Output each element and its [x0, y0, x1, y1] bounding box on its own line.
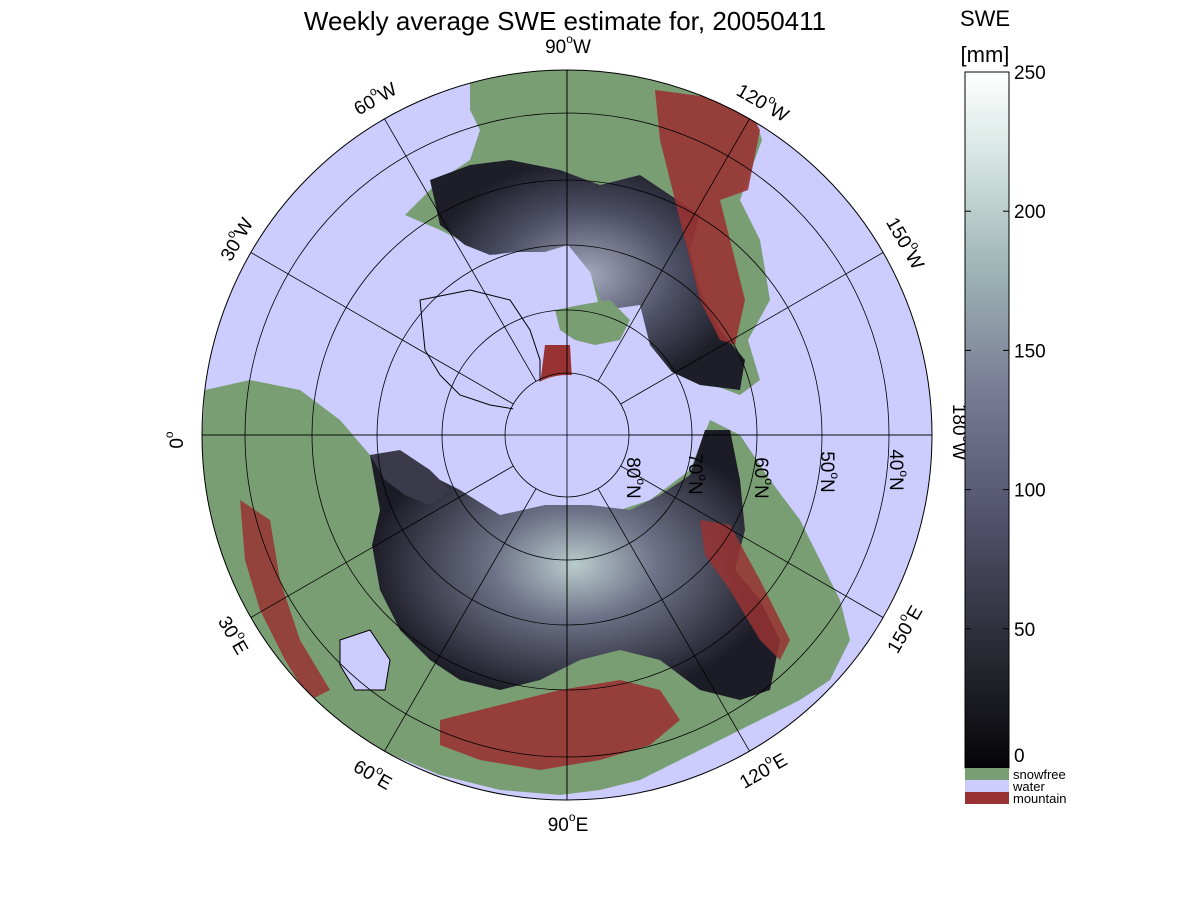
- polar-map: [202, 70, 932, 800]
- lon-30e-label: 30oE: [213, 611, 256, 659]
- north-america-mountains: [655, 90, 760, 345]
- eurasia-mountains-east: [700, 520, 790, 660]
- eurasia-mountains-west: [240, 500, 330, 700]
- lat-80n-label: 80oN: [622, 457, 648, 499]
- colorbar-gradient: [964, 71, 1010, 769]
- lon-60w-label: 60oW: [348, 75, 401, 120]
- lon-60e-label: 60oE: [349, 752, 397, 795]
- scandinavia-snow: [370, 450, 450, 505]
- longitude-line: [597, 488, 750, 752]
- north-america-snow: [430, 160, 745, 390]
- colorbar-title: SWE: [960, 6, 1010, 31]
- colorbar-tick-label: 250: [1014, 63, 1046, 84]
- colorbar-unit: [mm]: [961, 42, 1010, 67]
- longitude-line: [620, 465, 884, 618]
- canadian-archipelago: [555, 300, 630, 345]
- colorbar: SWE [mm] 0 50 100 150 200 250: [960, 6, 1046, 769]
- lat-60n-label: 60oN: [750, 457, 776, 499]
- lon-90w-label: 90oW: [545, 32, 591, 58]
- lat-50n-label: 50oN: [816, 451, 842, 493]
- legend-mountain-swatch: [965, 792, 1009, 804]
- lat-70n-label: 70oN: [684, 453, 710, 495]
- latitude-labels: 80oN 70oN 60oN 50oN 40oN: [622, 449, 911, 499]
- colorbar-tick-label: 0: [1014, 746, 1025, 767]
- longitude-line: [384, 488, 537, 752]
- map-boundary: [201, 69, 933, 801]
- longitude-line: [250, 252, 514, 405]
- longitude-lines: [202, 70, 932, 800]
- longitude-line: [384, 118, 537, 382]
- eurasia-mountains-central: [440, 680, 680, 770]
- chart-title: Weekly average SWE estimate for, 2005041…: [304, 6, 826, 36]
- lon-0-label: 0o: [162, 431, 188, 449]
- eurasia-snow: [370, 430, 780, 700]
- legend-water-label: water: [1012, 779, 1045, 794]
- colorbar-tick-label: 100: [1014, 481, 1046, 502]
- legend-mountain-label: mountain: [1013, 791, 1066, 806]
- legend-water-swatch: [965, 780, 1009, 792]
- legend-snowfree-swatch: [965, 768, 1009, 780]
- lat-40n-label: 40oN: [885, 449, 911, 491]
- colorbar-tick-label: 150: [1014, 341, 1046, 362]
- legend-snowfree-label: snowfree: [1013, 767, 1066, 782]
- longitude-line: [597, 118, 750, 382]
- longitude-line: [620, 252, 884, 405]
- colorbar-tick-label: 50: [1014, 620, 1035, 641]
- colorbar-tick-label: 200: [1014, 202, 1046, 223]
- colorbar-ticks: 0 50 100 150 200 250: [965, 63, 1046, 769]
- longitude-line: [250, 465, 514, 618]
- lon-90e-label: 90oE: [548, 810, 589, 836]
